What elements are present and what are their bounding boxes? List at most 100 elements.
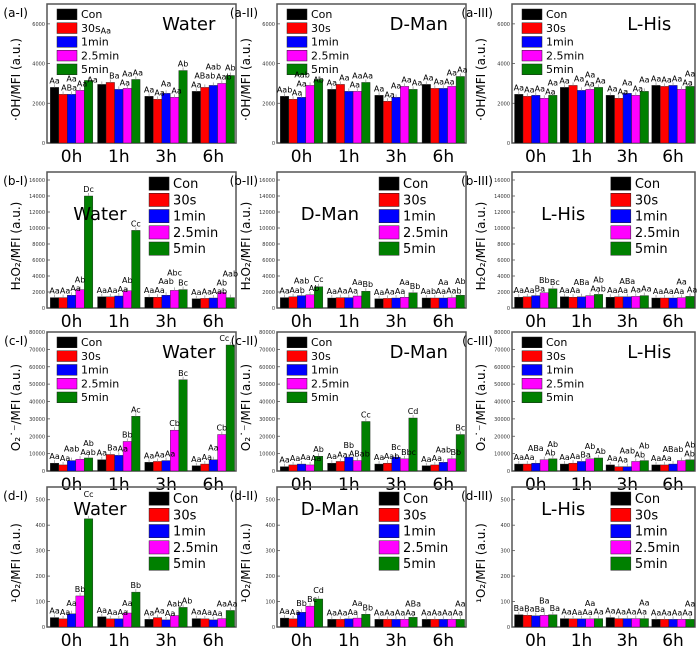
panel-id: (d-I) (3, 489, 28, 503)
significance-label: Aa (101, 26, 111, 35)
significance-label: Aa (107, 286, 117, 295)
bar-1min-6h (438, 88, 448, 144)
significance-label: ABa (405, 599, 421, 608)
bar-2.5min-0h (305, 294, 315, 309)
bar-2.5min-6h (447, 458, 457, 472)
significance-label: Aab (294, 277, 309, 286)
bar-5min-3h (408, 617, 418, 628)
x-tick-label: 3h (616, 312, 638, 332)
significance-label: Aa (607, 84, 617, 93)
legend-swatch (56, 22, 78, 34)
x-tick-label: 1h (571, 631, 593, 651)
y-tick-label: 4000 (32, 62, 45, 68)
bar-Con-3h (605, 297, 615, 309)
significance-label: Ba (550, 604, 560, 613)
legend-swatch (378, 176, 400, 191)
significance-label: Aa (559, 76, 569, 85)
significance-label: Aa (60, 608, 70, 617)
significance-label: Ab (595, 447, 606, 456)
y-tick-label: 0 (507, 141, 510, 147)
significance-label: Aa (300, 453, 310, 462)
bar-5min-1h (361, 421, 371, 472)
significance-label: Aa (391, 81, 401, 90)
bar-5min-1h (361, 82, 371, 144)
significance-label: Aa (584, 79, 594, 88)
legend-label: 1min (403, 210, 436, 225)
bar-Con-0h (280, 617, 290, 628)
legend-swatch (610, 556, 632, 571)
panel-a-I: 0 2000 4000 6000 ·OH/MFI (a.u.) (a-I) 0h 1h 3h 6h… (3, 3, 237, 167)
y-tick-label: 80000 (259, 330, 275, 336)
bar-1min-1h (577, 90, 586, 144)
bar-30s-1h (335, 84, 345, 144)
bar-Con-3h (374, 463, 384, 472)
y-axis-label: H₂O₂/MFI (a.u.) (474, 202, 488, 291)
x-tick-label: 1h (338, 147, 360, 167)
x-tick-label: 3h (616, 147, 638, 167)
legend-label: 30s (546, 350, 566, 363)
bar-Con-1h (560, 87, 569, 144)
legend-label: Con (311, 336, 332, 349)
significance-label: Aa (687, 285, 697, 294)
significance-label: Aa (208, 444, 218, 453)
significance-label: Bb (344, 441, 355, 450)
bar-1min-1h (577, 618, 586, 628)
bar-1min-3h (622, 93, 632, 144)
legend-label: 30s (81, 350, 101, 363)
x-tick-label: 0h (61, 147, 83, 167)
significance-label: Aa (639, 599, 649, 608)
legend-swatch (521, 391, 543, 403)
bar-5min-1h (361, 614, 371, 628)
significance-label: ABa (574, 278, 590, 287)
bar-1min-3h (161, 295, 171, 309)
significance-label: Aa (202, 453, 212, 462)
y-tick-label: 100 (265, 600, 275, 606)
significance-label: Aa (384, 287, 394, 296)
bar-5min-6h (455, 619, 465, 628)
panel-title: L-His (541, 204, 585, 225)
legend-item-1min: 1min (56, 364, 109, 377)
panel-title: Water (73, 499, 127, 520)
significance-label: Aa (374, 608, 384, 617)
bar-5min-1h (131, 230, 141, 309)
legend-label: Con (403, 177, 428, 192)
legend-swatch (286, 50, 308, 62)
legend-swatch (56, 63, 78, 75)
x-tick-label: 6h (433, 631, 455, 651)
significance-label: Aa (49, 76, 59, 85)
significance-label: Aa (337, 450, 347, 459)
y-tick-label: 14000 (259, 194, 275, 200)
significance-label: Ab (639, 442, 650, 451)
legend-label: 30s (311, 22, 331, 35)
legend-swatch (610, 209, 632, 223)
bar-1min-6h (208, 619, 218, 628)
significance-label: Aa (212, 609, 222, 618)
legend-label: 5min (311, 391, 339, 404)
legend-label: 2.5min (81, 49, 119, 62)
bar-1min-6h (668, 463, 678, 472)
bar-2.5min-3h (170, 97, 180, 144)
x-tick-label: 6h (433, 312, 455, 332)
bar-30s-3h (383, 298, 393, 309)
significance-label: Ab (313, 75, 324, 84)
y-tick-label: 500 (500, 498, 510, 504)
legend-swatch (610, 508, 632, 522)
bar-1min-3h (622, 296, 632, 309)
significance-label: Aab (289, 286, 304, 295)
bar-1min-3h (391, 97, 401, 144)
bar-Con-3h (605, 95, 615, 144)
significance-label: Aab (216, 72, 231, 81)
y-axis-label: ¹O₂/MFI (a.u.) (239, 523, 253, 603)
legend-item-Con: Con (56, 336, 102, 349)
significance-label: Aa (348, 287, 358, 296)
y-axis-label: ·OH/MFI (a.u.) (9, 38, 23, 121)
y-tick-label: 8000 (32, 242, 45, 248)
legend-item-1min: 1min (610, 209, 668, 225)
significance-label: Abc (167, 268, 182, 277)
panel-id: (a-I) (3, 6, 28, 20)
bar-Con-0h (50, 617, 60, 628)
significance-label: Aa (191, 455, 201, 464)
panel-b-I: 0 2000 4000 6000 8000 10000 12000 14000 16000 H₂O… (3, 171, 238, 332)
bar-1min-0h (531, 295, 541, 309)
y-tick-label: 60000 (259, 365, 275, 371)
